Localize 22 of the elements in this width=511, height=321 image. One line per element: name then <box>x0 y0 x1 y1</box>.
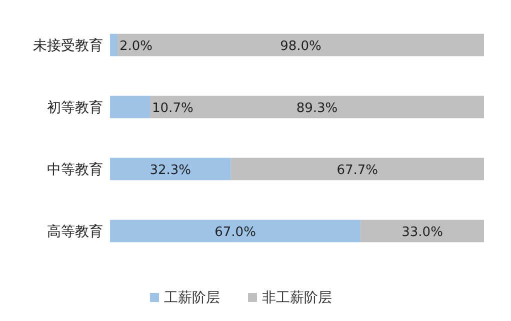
bar <box>110 158 231 180</box>
data-label: 33.0% <box>402 225 443 240</box>
data-label: 67.0% <box>214 225 256 240</box>
data-label: 98.0% <box>280 39 322 54</box>
data-label: 2.0% <box>119 39 153 54</box>
y-tick-label: 未接受教育 <box>33 37 103 54</box>
bar <box>150 96 484 118</box>
bar <box>110 220 361 242</box>
legend-label: 非工薪阶层 <box>262 290 332 306</box>
data-label: 89.3% <box>296 101 338 116</box>
y-tick-label: 中等教育 <box>47 161 103 178</box>
y-tick-label: 高等教育 <box>47 223 103 240</box>
bar <box>110 96 150 118</box>
bar <box>230 158 484 180</box>
bar <box>117 34 484 56</box>
legend-label: 工薪阶层 <box>164 290 220 306</box>
bar <box>110 34 118 56</box>
data-label: 67.7% <box>336 163 378 178</box>
y-tick-label: 初等教育 <box>47 99 103 116</box>
data-label: 32.3% <box>150 163 192 178</box>
bar <box>360 220 484 242</box>
data-label: 10.7% <box>152 101 194 116</box>
